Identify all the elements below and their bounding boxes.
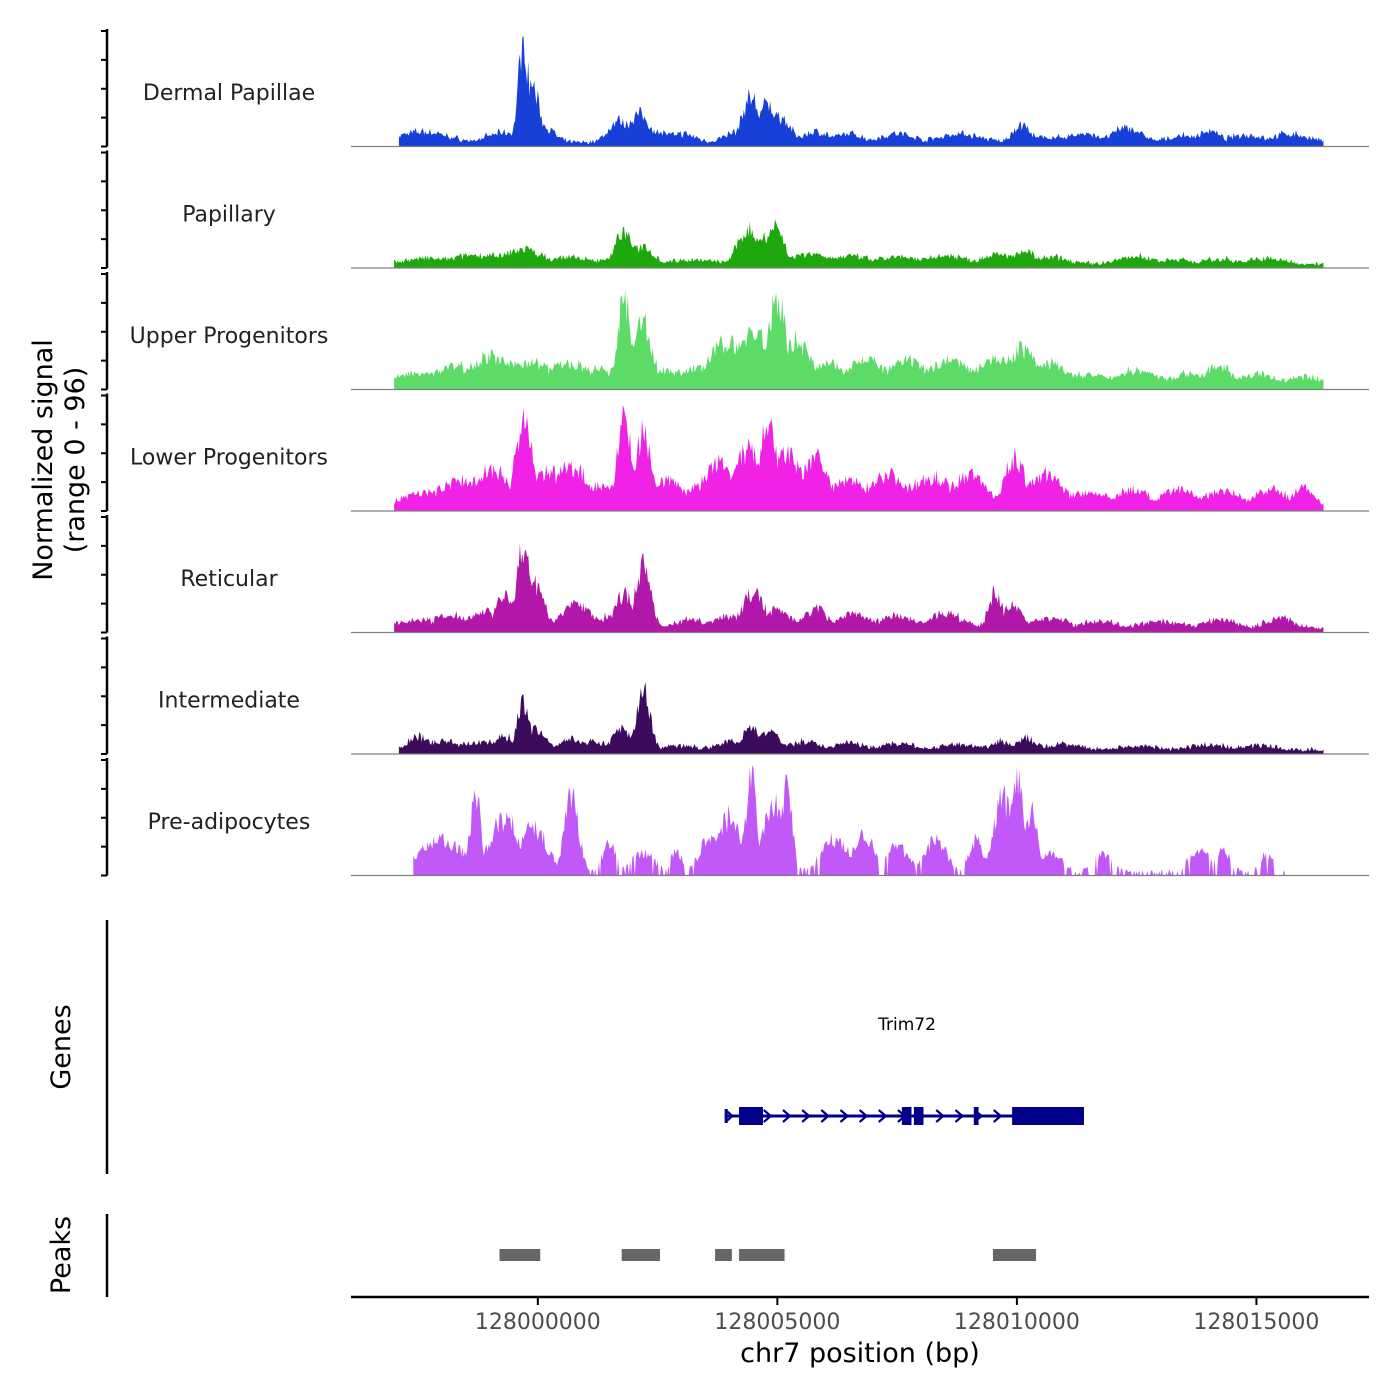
track-papillary: Papillary (101, 150, 1369, 269)
track-label: Upper Progenitors (130, 324, 329, 349)
gene-exon (973, 1107, 979, 1125)
track-label: Reticular (180, 567, 278, 592)
strand-arrow-icon (782, 1109, 792, 1123)
x-axis-ticks: 128000000 128005000 128010000 128015000 (475, 1297, 1319, 1335)
strand-arrow-icon (878, 1109, 888, 1123)
strand-arrow-icon (820, 1109, 830, 1123)
x-tick-label: 128015000 (1193, 1310, 1319, 1335)
signal-area (398, 682, 1324, 754)
gene-exon (913, 1107, 924, 1125)
y-axis-title: Normalized signal (28, 339, 59, 581)
x-axis-title: chr7 position (bp) (740, 1338, 980, 1369)
signal-area (394, 404, 1324, 511)
track-label: Pre-adipocytes (148, 810, 311, 835)
peak-regions (499, 1249, 1037, 1261)
track-pre-adipocytes: Pre-adipocytes (101, 758, 1369, 877)
signal-area (394, 290, 1324, 390)
strand-arrow-icon (858, 1109, 869, 1123)
peaks-label: Peaks (46, 1216, 77, 1294)
strand-arrow-icon (724, 1109, 735, 1123)
signal-tracks: Dermal Papillae Papillary Upper Progenitor… (101, 29, 1369, 877)
signal-area (413, 765, 1286, 876)
gene-name-label: Trim72 (877, 1015, 936, 1035)
peak-region (499, 1249, 541, 1261)
strand-arrow-icon (839, 1109, 850, 1123)
x-tick-label: 128010000 (954, 1310, 1080, 1335)
peak-region (739, 1249, 785, 1261)
signal-area (394, 219, 1324, 268)
strand-arrow-icon (935, 1109, 945, 1123)
gene-exon (739, 1107, 763, 1125)
strand-arrow-icon (763, 1109, 773, 1123)
x-tick-label: 128005000 (714, 1310, 840, 1335)
track-upper-progenitors: Upper Progenitors (101, 272, 1369, 391)
track-lower-progenitors: Lower Progenitors (101, 393, 1369, 512)
gene-exon (1012, 1107, 1084, 1125)
track-label: Lower Progenitors (130, 446, 328, 471)
gene-start-mark (724, 1109, 728, 1123)
signal-area (398, 36, 1324, 147)
genes-label: Genes (46, 1004, 77, 1089)
signal-area (394, 543, 1324, 633)
track-intermediate: Intermediate (101, 636, 1369, 755)
gene-track: Trim72 (724, 1015, 1084, 1125)
peak-region (715, 1249, 732, 1261)
peak-region (621, 1249, 660, 1261)
peak-region (992, 1249, 1037, 1261)
strand-arrow-icon (801, 1109, 811, 1123)
strand-arrow-icon (954, 1109, 965, 1123)
track-label: Intermediate (158, 689, 300, 714)
track-reticular: Reticular (101, 515, 1369, 634)
gene-exon (901, 1107, 912, 1125)
x-tick-label: 128000000 (475, 1310, 601, 1335)
track-label: Papillary (182, 203, 276, 228)
track-label: Dermal Papillae (143, 81, 315, 106)
y-axis-range: (range 0 - 96) (60, 367, 91, 554)
strand-arrow-icon (993, 1109, 1003, 1123)
track-dermal-papillae: Dermal Papillae (101, 29, 1369, 148)
